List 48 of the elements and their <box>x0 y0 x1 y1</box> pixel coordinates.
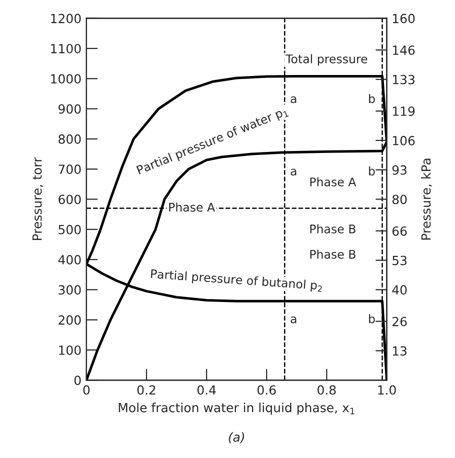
annotation: Total pressure <box>286 54 368 66</box>
y-tick-label: 700 <box>58 164 81 174</box>
y-tick-label: 0 <box>74 376 81 386</box>
y-tick-label: 800 <box>58 134 81 144</box>
y2-tick-label: 80 <box>392 194 407 204</box>
x-tick-label: 0.6 <box>258 385 276 395</box>
annotation: Partial pressure of water p$_{1}$ <box>136 106 289 177</box>
annotation: b <box>369 314 375 324</box>
x-axis-title: Mole fraction water in liquid phase, x$_{1}$ <box>118 402 354 415</box>
y2-axis-title: Pressure, kPa <box>421 158 432 240</box>
annotation: Phase B <box>310 224 356 234</box>
y2-tick-label: 146 <box>392 45 415 55</box>
x-tick-label: 0.4 <box>197 385 216 395</box>
annotation: Phase A <box>310 177 356 186</box>
y-tick-label: 400 <box>58 255 81 264</box>
x-tick-label: 0.2 <box>137 385 156 395</box>
annotation: b <box>369 166 375 176</box>
y2-tick-label: 106 <box>392 136 415 146</box>
y-tick-label: 1200 <box>51 14 81 24</box>
annotation: b <box>369 94 375 104</box>
x-tick-label: 1.0 <box>378 385 396 395</box>
y2-tick-label: 13 <box>392 346 407 356</box>
annotation: Phase B <box>310 250 356 259</box>
y-tick-label: 300 <box>58 285 81 295</box>
annotation: Phase A <box>169 202 215 212</box>
y2-tick-label: 40 <box>392 285 407 295</box>
y-tick-label: 500 <box>58 224 81 234</box>
y-tick-label: 100 <box>59 345 81 355</box>
x-tick-label: 0.8 <box>318 385 336 395</box>
y-tick-label: 1100 <box>51 44 81 54</box>
y-tick-label: 1000 <box>51 74 81 84</box>
y2-tick-label: 119 <box>392 106 415 116</box>
text: (a) <box>228 432 244 444</box>
y2-tick-label: 66 <box>392 226 407 236</box>
y2-tick-label: 26 <box>392 316 407 326</box>
annotation: a <box>290 96 296 104</box>
x-tick-label: 0 <box>83 385 90 395</box>
annotation: a <box>290 316 296 324</box>
y2-tick-label: 93 <box>392 165 407 175</box>
y-tick-label: 600 <box>58 194 81 204</box>
y-tick-label: 200 <box>58 315 81 325</box>
y-tick-label: 900 <box>58 104 81 114</box>
y2-tick-label: 160 <box>392 14 415 24</box>
y2-tick-label: 133 <box>392 74 414 84</box>
annotation: Partial pressure of butanol p$_{2}$ <box>150 268 322 292</box>
y2-tick-label: 53 <box>392 256 407 266</box>
y-axis-title: Pressure, torr <box>32 157 44 240</box>
annotation: a <box>290 168 296 176</box>
